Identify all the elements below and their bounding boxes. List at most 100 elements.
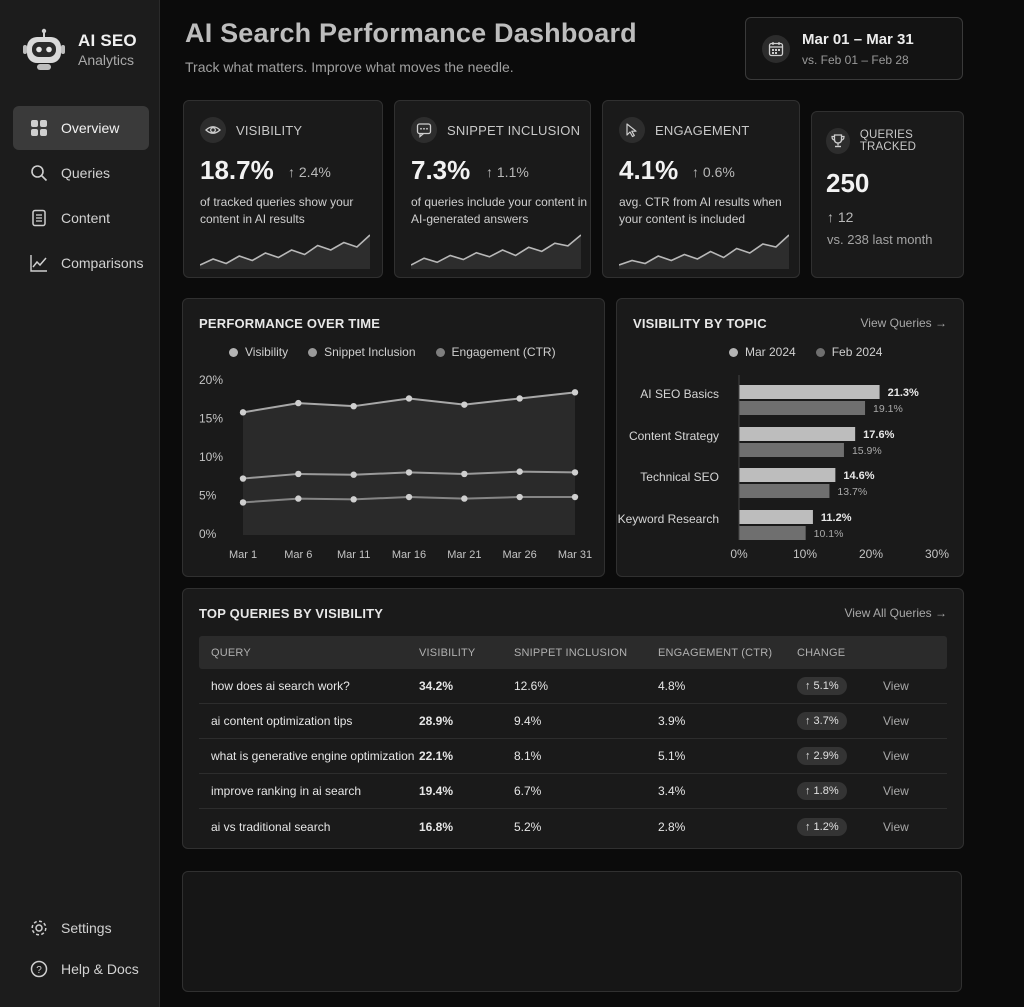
sidebar-item-settings[interactable]: Settings [13, 908, 149, 948]
kpi-card-engagement: ENGAGEMENT 4.1% ↑ 0.6% avg. CTR from AI … [602, 100, 800, 278]
document-icon [29, 208, 49, 228]
page-title: AI Search Performance Dashboard [185, 18, 637, 48]
bar-value-label: 15.9% [852, 445, 882, 457]
sparkline [619, 234, 789, 269]
kpi-delta: ↑ 0.6% [692, 164, 735, 180]
sidebar-item-label: Overview [61, 120, 120, 136]
column-header-engagement[interactable]: ENGAGEMENT (CTR) [658, 646, 773, 659]
column-header-change[interactable]: CHANGE [797, 646, 846, 659]
gear-icon [29, 918, 49, 938]
sidebar-item-content[interactable]: Content [13, 196, 149, 240]
sparkline-line [619, 234, 789, 266]
kpi-card-snippet-inclusion: SNIPPET INCLUSION 7.3% ↑ 1.1% of queries… [394, 100, 591, 278]
data-point [516, 395, 523, 402]
category-label: Keyword Research [618, 512, 719, 526]
kpi-value: 7.3% [411, 155, 471, 185]
bar-previous [739, 443, 844, 457]
table-row[interactable]: ai content optimization tips 28.9% 9.4% 3.9… [199, 704, 947, 739]
x-tick-label: Mar 1 [229, 549, 257, 561]
bar-value-label: 13.7% [837, 486, 867, 498]
sparkline-line [411, 234, 581, 266]
x-tick-label: Mar 31 [558, 549, 592, 561]
sidebar-bottom-nav: Settings ? Help & Docs [13, 908, 149, 990]
change-badge: ↑ 1.2% [797, 817, 847, 836]
date-range-picker[interactable]: Mar 01 – Mar 31 vs. Feb 01 – Feb 28 [745, 17, 963, 80]
data-point [516, 493, 523, 501]
data-point [405, 395, 413, 402]
column-header-query[interactable]: QUERY [211, 646, 251, 659]
view-link[interactable]: View [883, 749, 909, 763]
view-link[interactable]: View [883, 784, 909, 798]
brand-subtitle: Analytics [78, 51, 135, 68]
data-point [405, 493, 413, 501]
snippet-cell: 5.2% [514, 819, 542, 834]
legend-visibility: Visibility [229, 345, 288, 359]
data-point [239, 409, 247, 416]
legend-engagement: Engagement (CTR) [435, 345, 556, 359]
x-tick-label: 20% [859, 547, 883, 561]
visibility-cell: 28.9% [419, 714, 454, 728]
table-row[interactable]: ai vs traditional search 16.8% 5.2% 2.8% ↑ 1… [199, 809, 947, 844]
kpi-compare: vs. 238 last month [827, 232, 933, 247]
category-label: Technical SEO [640, 470, 719, 484]
top-queries-card: TOP QUERIES BY VISIBILITY View All Queri… [182, 588, 964, 849]
change-badge: ↑ 5.1% [797, 677, 847, 695]
sparkline [200, 234, 370, 269]
view-link[interactable]: View [883, 714, 909, 728]
view-all-queries-link[interactable]: View All Queries → [844, 606, 948, 620]
snippet-cell: 6.7% [514, 784, 542, 798]
trophy-icon [826, 128, 850, 154]
category-label: AI SEO Basics [640, 387, 719, 401]
kpi-card-queries-tracked: QUERIES TRACKED 250 ↑ 12 vs. 238 last mo… [811, 111, 964, 278]
view-link[interactable]: View [883, 819, 909, 834]
visibility-cell: 19.4% [419, 784, 454, 798]
table-row[interactable]: improve ranking in ai search 19.4% 6.7% 3.4… [199, 774, 947, 809]
data-point [571, 469, 579, 476]
kpi-value: 4.1% [619, 155, 679, 185]
x-tick-label: Mar 21 [447, 549, 481, 561]
sidebar-item-queries[interactable]: Queries [13, 151, 149, 195]
category-label: Content Strategy [629, 429, 719, 443]
calendar-icon [762, 34, 790, 63]
visibility-cell: 16.8% [419, 819, 454, 834]
x-tick-label: 0% [730, 547, 748, 561]
view-link[interactable]: View [883, 679, 909, 693]
brand[interactable]: AI SEO Analytics [22, 28, 137, 72]
empty-panel [182, 871, 962, 992]
bar-current [739, 510, 813, 524]
chart-legend: Visibility Snippet Inclusion Engagement … [229, 345, 576, 359]
brand-name: AI SEO [78, 30, 137, 50]
table-row[interactable]: how does ai search work? 34.2% 12.6% 4.8% ↑ … [199, 669, 947, 704]
change-badge: ↑ 3.7% [797, 712, 847, 730]
page-subtitle: Track what matters. Improve what moves t… [185, 59, 514, 75]
view-queries-link[interactable]: View Queries → [860, 316, 947, 330]
robot-logo-icon [23, 28, 65, 70]
query-cell: improve ranking in ai search [211, 784, 362, 798]
column-header-visibility[interactable]: VISIBILITY [419, 646, 476, 659]
bar-current [739, 385, 880, 399]
sidebar-nav: Overview Queries Content Comparisons [13, 106, 149, 286]
eye-icon [200, 117, 226, 143]
x-tick-label: 30% [925, 547, 949, 561]
data-point [461, 495, 468, 502]
kpi-title: SNIPPET INCLUSION [447, 122, 581, 138]
data-point [461, 401, 468, 408]
bar-previous [739, 401, 866, 415]
kpi-value: 250 [826, 168, 870, 198]
sparkline-line [200, 234, 370, 266]
data-point [571, 389, 579, 396]
sidebar-item-comparisons[interactable]: Comparisons [13, 241, 149, 285]
data-point [350, 496, 357, 503]
performance-over-time-card: PERFORMANCE OVER TIME Visibility Snippet… [182, 298, 605, 577]
query-cell: what is generative engine optimization [211, 749, 415, 763]
sparkline-area [619, 235, 789, 269]
column-header-snippet[interactable]: SNIPPET INCLUSION [514, 646, 628, 659]
sidebar-item-label: Help & Docs [61, 961, 139, 977]
bar-current [739, 468, 836, 482]
query-cell: how does ai search work? [211, 679, 350, 693]
y-tick-label: 0% [199, 527, 217, 541]
sidebar-item-overview[interactable]: Overview [13, 106, 149, 150]
sidebar-item-help[interactable]: ? Help & Docs [13, 949, 149, 989]
bar-value-label: 14.6% [843, 470, 874, 482]
table-row[interactable]: what is generative engine optimization 22… [199, 739, 947, 774]
